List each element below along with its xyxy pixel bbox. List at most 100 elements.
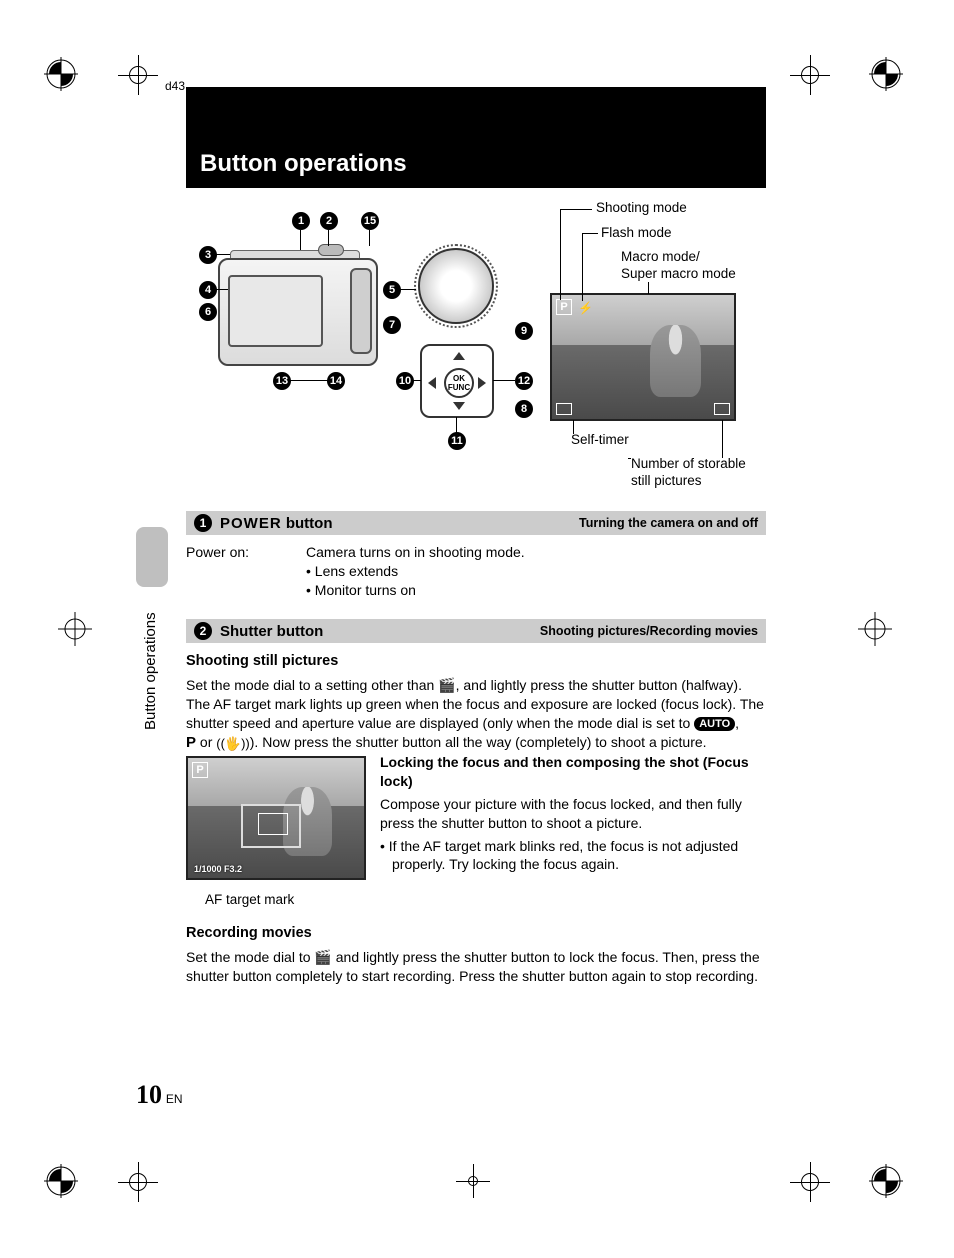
lead-12 bbox=[493, 380, 515, 381]
section-num-1: 1 bbox=[194, 514, 212, 532]
ann-flash-mode: Flash mode bbox=[601, 225, 672, 242]
lead-10 bbox=[413, 380, 421, 381]
callout-1: 1 bbox=[292, 212, 310, 230]
ann-line-flash-h bbox=[582, 233, 598, 234]
lcd-subject bbox=[650, 325, 701, 397]
regmark-bl bbox=[44, 1164, 78, 1198]
power-on-line1: Camera turns on in shooting mode. bbox=[306, 543, 766, 562]
lead-5 bbox=[400, 289, 416, 290]
cropmark-bl bbox=[118, 1162, 158, 1202]
ann-macro-1: Macro mode/ bbox=[621, 249, 700, 266]
lead-11 bbox=[456, 417, 457, 433]
focus-lock-p1: Compose your picture with the focus lock… bbox=[380, 795, 766, 833]
movie-mode-icon-2: 🎬 bbox=[314, 948, 331, 967]
power-body: Power on: Camera turns on in shooting mo… bbox=[186, 543, 766, 602]
section-right-power: Turning the camera on and off bbox=[579, 516, 758, 530]
lcd-bl-icon bbox=[556, 403, 572, 415]
ann-line-macro-v bbox=[648, 282, 649, 294]
still-p1e: ). Now press the shutter button all the … bbox=[250, 734, 707, 750]
callout-9: 9 bbox=[515, 322, 533, 340]
lcd-preview-top: P ⚡ bbox=[550, 293, 736, 421]
movie-mode-icon: 🎬 bbox=[438, 676, 455, 695]
section-bar-shutter: 2 Shutter button Shooting pictures/Recor… bbox=[186, 619, 766, 643]
lcd-grass bbox=[552, 345, 734, 419]
callout-12: 12 bbox=[515, 372, 533, 390]
ann-macro-2: Super macro mode bbox=[621, 266, 736, 283]
cropmark-tr bbox=[790, 55, 830, 95]
callout-15: 15 bbox=[361, 212, 379, 230]
callout-8: 8 bbox=[515, 400, 533, 418]
exposure-readout: 1/1000 F3.2 bbox=[194, 864, 242, 874]
section-title-power: POWER button bbox=[220, 515, 332, 532]
cropmark-br bbox=[790, 1162, 830, 1202]
page: d43 Button operations OKFUNC 1 2 15 3 4 … bbox=[0, 0, 954, 1258]
section-title-shutter: Shutter button bbox=[220, 623, 323, 640]
still-head: Shooting still pictures bbox=[186, 652, 766, 672]
callout-5: 5 bbox=[383, 281, 401, 299]
power-bullet-1: Lens extends bbox=[306, 562, 766, 581]
cropmark-tl bbox=[118, 55, 158, 95]
fl-sky bbox=[188, 758, 364, 806]
regmark-br bbox=[869, 1164, 903, 1198]
ann-line-st-v bbox=[573, 420, 574, 434]
movies-head: Recording movies bbox=[186, 924, 766, 944]
focus-lock-bullet: If the AF target mark blinks red, the fo… bbox=[380, 837, 766, 875]
down-arrow-icon bbox=[453, 402, 465, 410]
regmark-ml bbox=[58, 612, 92, 646]
lead-3 bbox=[216, 254, 230, 255]
flash-mode-icon: ⚡ bbox=[578, 301, 592, 315]
still-p1a: Set the mode dial to a setting other tha… bbox=[186, 677, 438, 693]
lead-13 bbox=[290, 380, 312, 381]
callout-3: 3 bbox=[199, 246, 217, 264]
ann-line-shoot-h bbox=[560, 209, 592, 210]
fl-p-icon: P bbox=[192, 762, 208, 778]
callout-4: 4 bbox=[199, 281, 217, 299]
auto-badge-icon: AUTO bbox=[694, 717, 735, 731]
sidebar-tab bbox=[136, 527, 168, 587]
page-lang: EN bbox=[166, 1092, 183, 1106]
still-p1c: , bbox=[735, 715, 739, 731]
movies-p1a: Set the mode dial to bbox=[186, 949, 314, 965]
movies-para: Set the mode dial to 🎬 and lightly press… bbox=[186, 948, 766, 987]
section-right-shutter: Shooting pictures/Recording movies bbox=[540, 624, 758, 638]
mode-dial bbox=[418, 248, 494, 324]
callout-11: 11 bbox=[448, 432, 466, 450]
page-number-value: 10 bbox=[136, 1080, 162, 1109]
callout-13: 13 bbox=[273, 372, 291, 390]
ok-button-icon: OKFUNC bbox=[444, 368, 474, 398]
lead-1 bbox=[300, 230, 301, 250]
left-arrow-icon bbox=[428, 377, 436, 389]
lead-13b bbox=[310, 380, 328, 381]
lead-2 bbox=[328, 230, 329, 246]
p-mode-badge: P bbox=[186, 733, 196, 753]
section-bar-power: 1 POWER button Turning the camera on and… bbox=[186, 511, 766, 535]
lead-15 bbox=[369, 230, 370, 246]
still-p1d: or bbox=[196, 734, 216, 750]
power-bullet-2: Monitor turns on bbox=[306, 581, 766, 600]
callout-6: 6 bbox=[199, 303, 217, 321]
shutter-still-block: Shooting still pictures Set the mode dia… bbox=[186, 652, 766, 754]
right-arrow-icon bbox=[478, 377, 486, 389]
focus-lock-block: Locking the focus and then composing the… bbox=[380, 753, 766, 874]
still-para: Set the mode dial to a setting other tha… bbox=[186, 676, 766, 754]
chapter-title: Button operations bbox=[200, 150, 407, 178]
ann-storable-2: still pictures bbox=[631, 473, 702, 490]
ann-line-flash-v bbox=[582, 233, 583, 301]
cropmark-mb bbox=[456, 1164, 490, 1198]
focus-lock-head: Locking the focus and then composing the… bbox=[380, 753, 766, 791]
callout-2: 2 bbox=[320, 212, 338, 230]
up-arrow-icon bbox=[453, 352, 465, 360]
regmark-mr bbox=[858, 612, 892, 646]
movies-block: Recording movies Set the mode dial to 🎬 … bbox=[186, 924, 766, 986]
regmark-tr bbox=[869, 57, 903, 91]
regmark-tl bbox=[44, 57, 78, 91]
section-num-2: 2 bbox=[194, 622, 212, 640]
lead-4 bbox=[216, 289, 228, 290]
camera-shutter-btn bbox=[318, 244, 344, 256]
ann-line-stor-h bbox=[628, 458, 631, 459]
header-code: d43 bbox=[165, 79, 185, 93]
ann-line-stor-v bbox=[722, 420, 723, 458]
power-word: POWER bbox=[220, 515, 282, 532]
ann-line-shoot-v bbox=[560, 210, 561, 300]
callout-10: 10 bbox=[396, 372, 414, 390]
